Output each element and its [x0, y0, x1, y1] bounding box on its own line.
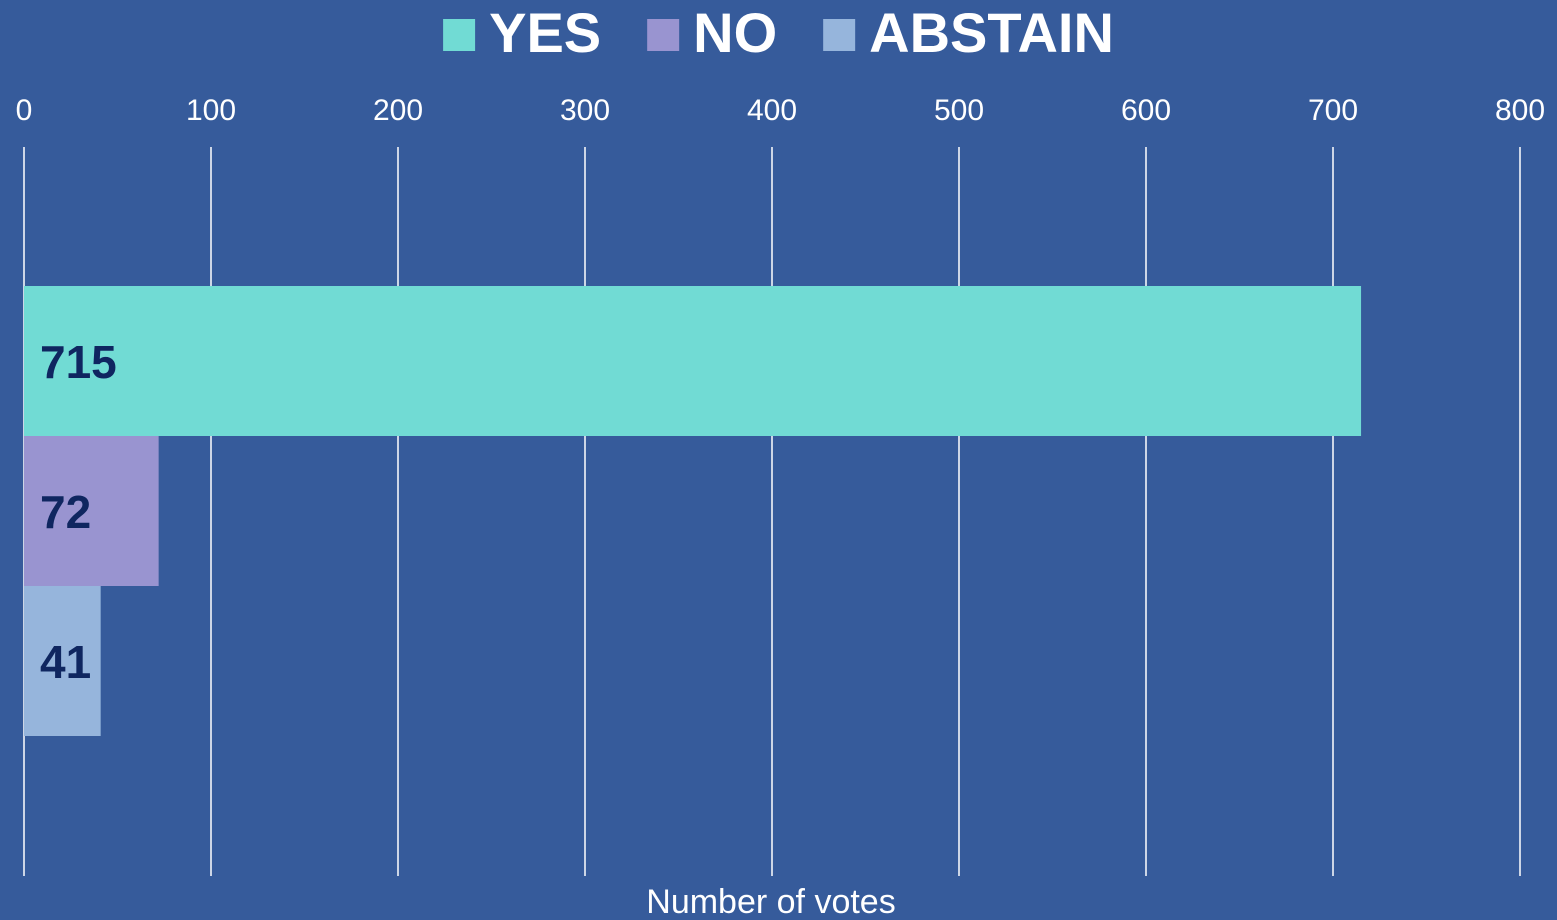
legend-swatch: [443, 19, 476, 51]
legend: YES NO ABSTAIN: [443, 1, 1114, 64]
x-tick-label: 0: [16, 94, 33, 127]
legend-label: NO: [693, 1, 777, 64]
legend-swatch: [823, 19, 856, 51]
x-tick-label: 600: [1121, 94, 1171, 127]
x-tick-label: 100: [186, 94, 236, 127]
bar-no: [24, 436, 159, 586]
bar-abstain: [24, 586, 101, 736]
x-tick-label: 700: [1308, 94, 1358, 127]
bar-yes: [24, 286, 1362, 436]
gridlines: [23, 147, 1521, 876]
data-label-no: 72: [40, 486, 91, 538]
x-tick-label: 200: [373, 94, 423, 127]
bars: [24, 286, 1362, 736]
data-label-yes: 715: [40, 336, 117, 388]
legend-item-abstain: ABSTAIN: [823, 1, 1114, 64]
x-axis-tick-labels: 0 100 200 300 400 500 600 700 800: [16, 94, 1545, 127]
legend-swatch: [647, 19, 680, 51]
legend-item-yes: YES: [443, 1, 601, 64]
x-tick-label: 500: [934, 94, 984, 127]
legend-label: YES: [489, 1, 601, 64]
x-axis-title: Number of votes: [646, 883, 895, 920]
data-labels: 715 72 41: [40, 336, 117, 688]
x-tick-label: 400: [747, 94, 797, 127]
x-tick-label: 800: [1495, 94, 1545, 127]
legend-item-no: NO: [647, 1, 777, 64]
legend-label: ABSTAIN: [869, 1, 1114, 64]
x-tick-label: 300: [560, 94, 610, 127]
data-label-abstain: 41: [40, 636, 91, 688]
